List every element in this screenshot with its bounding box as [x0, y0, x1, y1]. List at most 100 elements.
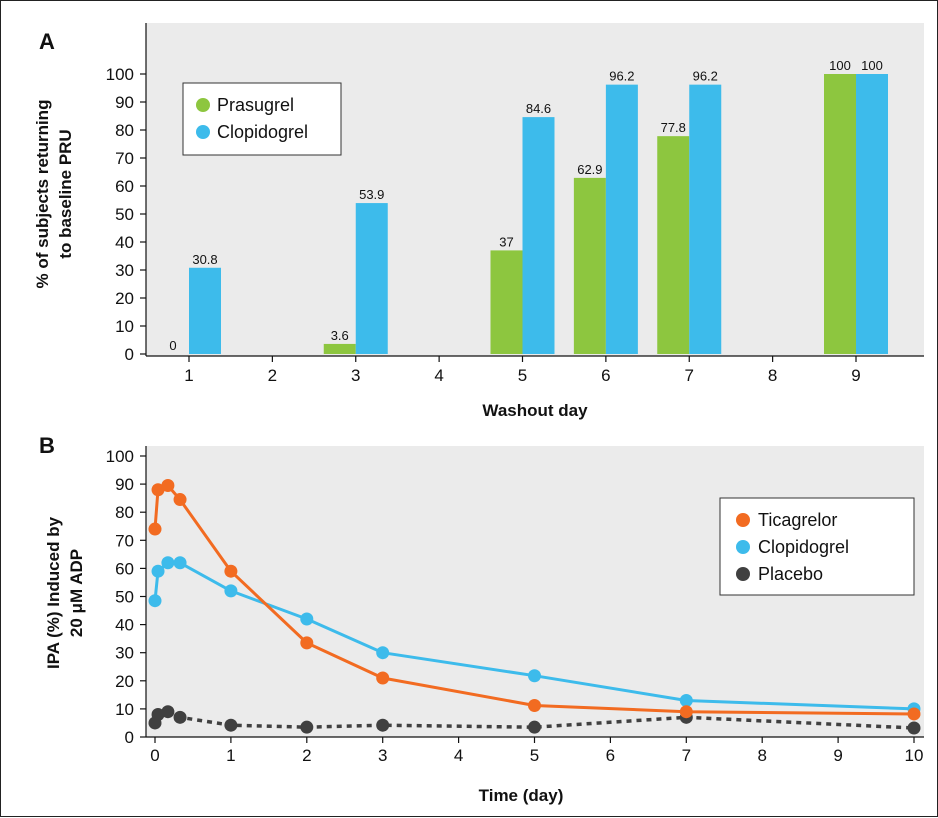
point-clopidogrel	[528, 669, 541, 683]
panel-b-x-tick-label: 9	[833, 746, 842, 765]
panel-a-y-axis: 0 10 20 30 40 50 60 70 80 90 100	[106, 23, 147, 364]
panel-b-y-tick-label: 80	[115, 503, 134, 522]
panel-b-x-tick-label: 10	[905, 746, 924, 765]
point-placebo	[528, 720, 541, 734]
panel-letter-b: B	[39, 433, 55, 458]
panel-b-y-axis-title-line-1: IPA (%) Induced by	[44, 516, 63, 669]
point-clopidogrel	[173, 556, 187, 570]
legend-swatch-prasugrel	[196, 98, 210, 112]
point-placebo	[376, 718, 390, 732]
panel-b-x-axis: 0 1 2 3 4 5 6 7 8 9 10	[146, 736, 924, 765]
panel-a-x-tick-label: 4	[434, 366, 443, 385]
panel-letter-a: A	[39, 29, 55, 54]
legend-swatch-clopidogrel-b	[736, 540, 750, 554]
panel-b-y-tick-label: 50	[115, 588, 134, 607]
panel-a-x-axis: 1 2 3 4 5 6 7 8 9	[146, 355, 924, 385]
legend-label-prasugrel: Prasugrel	[217, 95, 294, 115]
panel-b-points	[148, 479, 921, 735]
panel-a-y-axis-title-line-2: to baseline PRU	[56, 129, 75, 258]
legend-swatch-placebo	[736, 567, 750, 581]
data-label-prasugrel-day-9: 100	[829, 58, 851, 73]
panel-a-x-tick-label: 1	[184, 366, 193, 385]
point-clopidogrel	[376, 646, 390, 660]
data-label-prasugrel-day-3: 3.6	[331, 328, 349, 343]
panel-b-x-tick-label: 8	[757, 746, 766, 765]
panel-b-x-tick-label: 1	[226, 746, 235, 765]
point-ticagrelor	[148, 522, 162, 536]
legend-label-clopidogrel: Clopidogrel	[217, 122, 308, 142]
legend-swatch-ticagrelor	[736, 513, 750, 527]
point-ticagrelor	[679, 705, 693, 719]
point-ticagrelor	[173, 493, 187, 507]
panel-a-x-tick-label: 9	[851, 366, 860, 385]
bar-clopidogrel-day-6	[605, 84, 638, 354]
panel-b-y-tick-label: 100	[106, 447, 134, 466]
panel-b-y-axis: 0 10 20 30 40 50 60 70 80 90 100	[106, 446, 147, 747]
panel-b-x-axis-title: Time (day)	[479, 786, 564, 805]
point-clopidogrel	[161, 556, 175, 570]
panel-b-x-tick-label: 4	[454, 746, 463, 765]
panel-a-y-tick-label: 80	[115, 121, 134, 140]
panel-a-x-tick-label: 3	[351, 366, 360, 385]
point-placebo	[161, 705, 175, 719]
panel-a-y-tick-label: 30	[115, 261, 134, 280]
bar-clopidogrel-day-1	[189, 267, 221, 354]
panel-b-y-tick-label: 40	[115, 616, 134, 635]
bar-prasugrel-day-3	[323, 343, 356, 354]
panel-a-y-tick-label: 90	[115, 93, 134, 112]
panel-a-x-tick-label: 8	[768, 366, 777, 385]
panel-a-y-tick-label: 60	[115, 177, 134, 196]
panel-b-x-tick-label: 3	[378, 746, 387, 765]
panel-a-y-tick-label: 50	[115, 205, 134, 224]
panel-a-legend-box	[182, 82, 342, 156]
point-ticagrelor	[151, 483, 165, 497]
panel-b-y-tick-label: 70	[115, 531, 134, 550]
data-label-prasugrel-day-7: 77.8	[661, 120, 686, 135]
bar-clopidogrel-day-7	[689, 84, 722, 354]
data-label-prasugrel-day-5: 37	[499, 234, 513, 249]
panel-b-y-tick-label: 0	[125, 728, 134, 747]
panel-a-x-tick-label: 7	[685, 366, 694, 385]
bar-prasugrel-day-5	[490, 250, 523, 354]
panel-a-x-tick-label: 6	[601, 366, 610, 385]
panel-b-legend: Ticagrelor Clopidogrel Placebo	[719, 497, 915, 596]
point-ticagrelor	[528, 699, 541, 713]
point-clopidogrel	[300, 612, 314, 626]
panel-b-x-tick-label: 2	[302, 746, 311, 765]
legend-swatch-clopidogrel	[196, 125, 210, 139]
point-placebo	[224, 718, 238, 732]
legend-label-placebo: Placebo	[758, 564, 823, 584]
panel-b-y-tick-label: 10	[115, 700, 134, 719]
data-label-clopidogrel-day-5: 84.6	[526, 101, 551, 116]
data-label-prasugrel-day-6: 62.9	[577, 162, 602, 177]
point-clopidogrel	[151, 564, 165, 578]
point-placebo	[173, 710, 187, 724]
panel-b-x-tick-label: 7	[682, 746, 691, 765]
bar-prasugrel-day-7	[657, 136, 690, 354]
panel-b-x-tick-label: 6	[606, 746, 615, 765]
panel-b-y-tick-label: 20	[115, 672, 134, 691]
legend-label-clopidogrel-b: Clopidogrel	[758, 537, 849, 557]
data-label-prasugrel-day-1: 0	[169, 338, 176, 353]
panel-b-y-axis-title-line-2: 20 μM ADP	[67, 549, 86, 637]
panel-b-x-tick-label: 5	[530, 746, 539, 765]
panel-a-legend: Prasugrel Clopidogrel	[182, 82, 342, 156]
panel-a-x-axis-title: Washout day	[482, 401, 588, 420]
bar-clopidogrel-day-3	[355, 203, 388, 354]
panel-b-x-tick-label: 0	[150, 746, 159, 765]
point-placebo	[907, 721, 921, 735]
panel-a-bars	[189, 74, 888, 355]
data-label-clopidogrel-day-6: 96.2	[609, 69, 634, 84]
point-ticagrelor	[907, 707, 921, 721]
panel-a-x-tick-label: 5	[518, 366, 527, 385]
data-label-clopidogrel-day-3: 53.9	[359, 187, 384, 202]
bar-prasugrel-day-6	[573, 177, 606, 354]
point-clopidogrel	[148, 594, 162, 608]
bar-clopidogrel-day-5	[522, 117, 555, 355]
panel-a-y-tick-label: 70	[115, 149, 134, 168]
panel-a-y-tick-label: 40	[115, 233, 134, 252]
panel-a-x-tick-label: 2	[268, 366, 277, 385]
panel-b-legend-box	[719, 497, 915, 596]
